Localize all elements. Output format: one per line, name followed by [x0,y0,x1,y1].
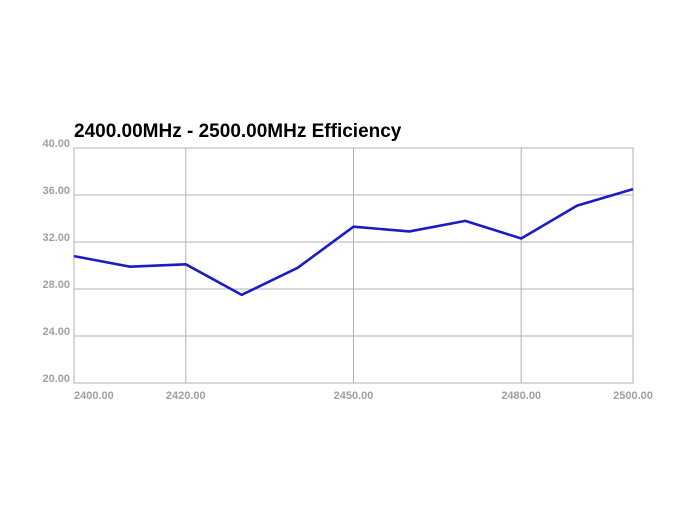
data-line [73,187,634,297]
y-tick-label: 24.00 [42,326,70,338]
y-tick-label: 20.00 [42,373,70,385]
y-tick-label: 28.00 [42,279,70,291]
x-tick-label: 2420.00 [166,390,206,402]
x-tick-label: 2400.00 [74,390,114,402]
x-tick-label: 2480.00 [501,390,541,402]
x-tick-label: 2500.00 [613,390,653,402]
chart-title: 2400.00MHz - 2500.00MHz Efficiency [74,121,402,142]
y-tick-label: 32.00 [42,232,70,244]
y-tick-label: 40.00 [42,138,70,150]
y-tick-label: 36.00 [42,185,70,197]
x-tick-label: 2450.00 [334,390,374,402]
